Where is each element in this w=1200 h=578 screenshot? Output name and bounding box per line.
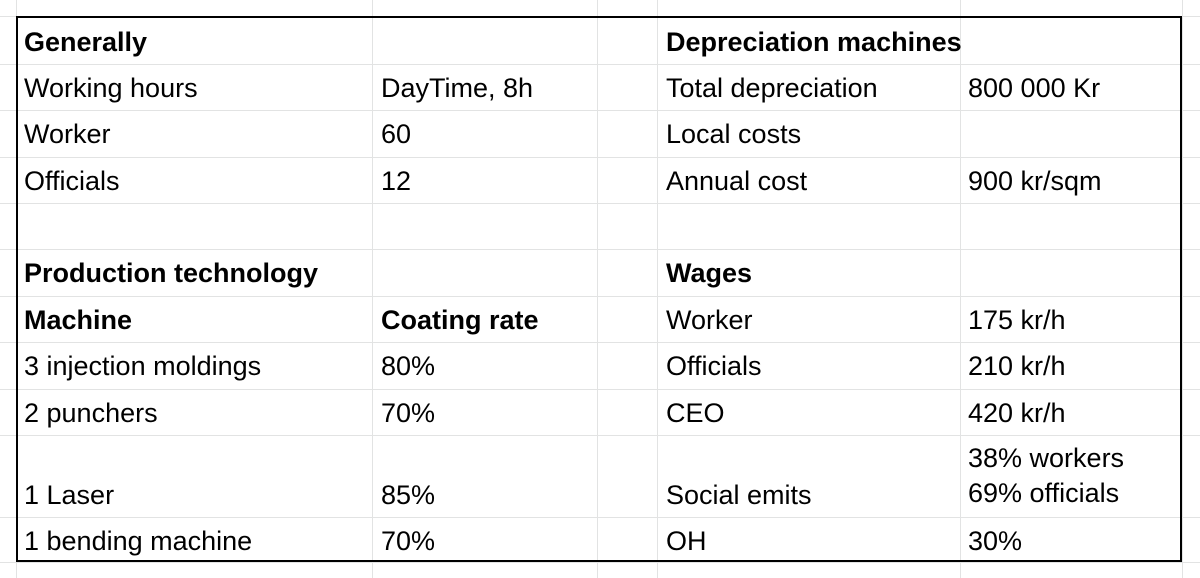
grid-row-line — [0, 203, 1200, 204]
grid-row-line — [0, 16, 1200, 17]
wage-worker-value[interactable]: 175 kr/h — [968, 305, 1066, 335]
working-hours-value[interactable]: DayTime, 8h — [381, 73, 534, 103]
working-hours-label[interactable]: Working hours — [24, 73, 198, 103]
local-costs-label[interactable]: Local costs — [666, 119, 802, 149]
social-emits-label[interactable]: Social emits — [666, 480, 812, 510]
generally-heading[interactable]: Generally — [24, 27, 148, 57]
coating-rate[interactable]: 70% — [381, 526, 436, 556]
coating-rate[interactable]: 70% — [381, 398, 436, 428]
worker-count-value[interactable]: 60 — [381, 119, 412, 149]
social-emits-value[interactable]: 38% workers 69% officials — [968, 443, 1125, 508]
grid-row-line — [0, 157, 1200, 158]
wages-heading[interactable]: Wages — [666, 258, 753, 288]
grid-row-line — [0, 389, 1200, 390]
machine-name[interactable]: 1 Laser — [24, 480, 115, 510]
grid-col-line — [1182, 0, 1183, 578]
grid-col-line — [960, 0, 961, 578]
wage-ceo-value[interactable]: 420 kr/h — [968, 398, 1066, 428]
wage-officials-value[interactable]: 210 kr/h — [968, 351, 1066, 381]
coating-rate[interactable]: 80% — [381, 351, 436, 381]
total-depreciation-value[interactable]: 800 000 Kr — [968, 73, 1101, 103]
coating-rate[interactable]: 85% — [381, 480, 436, 510]
grid-row-line — [0, 110, 1200, 111]
grid-row-line — [0, 249, 1200, 250]
grid-col-line — [657, 0, 658, 578]
depreciation-heading[interactable]: Depreciation machines — [666, 27, 962, 57]
grid-row-line — [0, 342, 1200, 343]
grid-col-line — [372, 0, 373, 578]
machine-name[interactable]: 2 punchers — [24, 398, 158, 428]
production-heading[interactable]: Production technology — [24, 258, 318, 288]
grid-col-line — [597, 0, 598, 578]
grid-col-line — [16, 0, 17, 578]
officials-count-label[interactable]: Officials — [24, 166, 120, 196]
machine-name[interactable]: 3 injection moldings — [24, 351, 262, 381]
overhead-label[interactable]: OH — [666, 526, 707, 556]
machine-column-header[interactable]: Machine — [24, 305, 133, 335]
overhead-value[interactable]: 30% — [968, 526, 1023, 556]
coating-rate-column-header[interactable]: Coating rate — [381, 305, 539, 335]
annual-cost-label[interactable]: Annual cost — [666, 166, 808, 196]
grid-row-line — [0, 435, 1200, 436]
wage-worker-label[interactable]: Worker — [666, 305, 753, 335]
total-depreciation-label[interactable]: Total depreciation — [666, 73, 878, 103]
grid-row-line — [0, 517, 1200, 518]
grid-row-line — [0, 562, 1200, 563]
worker-count-label[interactable]: Worker — [24, 119, 111, 149]
officials-count-value[interactable]: 12 — [381, 166, 412, 196]
wage-officials-label[interactable]: Officials — [666, 351, 762, 381]
machine-name[interactable]: 1 bending machine — [24, 526, 253, 556]
grid-row-line — [0, 296, 1200, 297]
wage-ceo-label[interactable]: CEO — [666, 398, 725, 428]
grid-row-line — [0, 64, 1200, 65]
annual-cost-value[interactable]: 900 kr/sqm — [968, 166, 1102, 196]
